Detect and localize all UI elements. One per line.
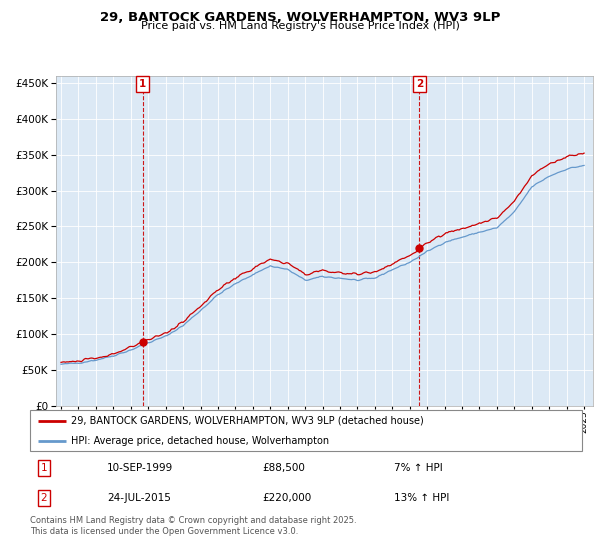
- Text: 1: 1: [40, 463, 47, 473]
- Text: 7% ↑ HPI: 7% ↑ HPI: [394, 463, 443, 473]
- Text: 13% ↑ HPI: 13% ↑ HPI: [394, 493, 449, 503]
- Text: 29, BANTOCK GARDENS, WOLVERHAMPTON, WV3 9LP: 29, BANTOCK GARDENS, WOLVERHAMPTON, WV3 …: [100, 11, 500, 24]
- Text: 29, BANTOCK GARDENS, WOLVERHAMPTON, WV3 9LP (detached house): 29, BANTOCK GARDENS, WOLVERHAMPTON, WV3 …: [71, 416, 424, 426]
- Text: Price paid vs. HM Land Registry's House Price Index (HPI): Price paid vs. HM Land Registry's House …: [140, 21, 460, 31]
- Text: HPI: Average price, detached house, Wolverhampton: HPI: Average price, detached house, Wolv…: [71, 436, 329, 446]
- Text: £88,500: £88,500: [262, 463, 305, 473]
- Text: 10-SEP-1999: 10-SEP-1999: [107, 463, 173, 473]
- Text: 24-JUL-2015: 24-JUL-2015: [107, 493, 171, 503]
- Text: 2: 2: [416, 79, 423, 89]
- Text: 2: 2: [40, 493, 47, 503]
- Text: 1: 1: [139, 79, 146, 89]
- Text: £220,000: £220,000: [262, 493, 311, 503]
- Text: Contains HM Land Registry data © Crown copyright and database right 2025.
This d: Contains HM Land Registry data © Crown c…: [30, 516, 356, 536]
